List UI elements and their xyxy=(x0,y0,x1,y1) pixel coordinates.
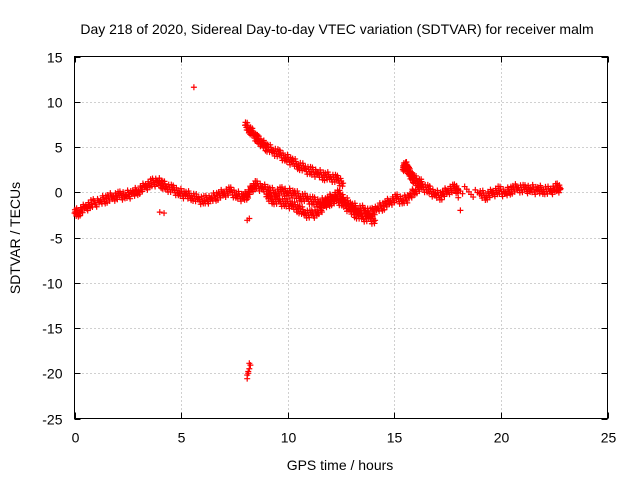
data-point xyxy=(341,197,348,204)
data-point xyxy=(339,183,346,190)
data-point xyxy=(429,186,436,193)
data-point xyxy=(372,217,379,224)
data-point xyxy=(156,209,163,216)
data-point xyxy=(449,189,456,196)
data-point xyxy=(441,193,448,200)
series-4 xyxy=(156,84,464,382)
data-point xyxy=(459,190,466,197)
data-point xyxy=(161,210,168,217)
grid xyxy=(74,56,608,419)
data-point xyxy=(371,220,378,227)
data-point xyxy=(331,200,338,207)
y-tick-label: 5 xyxy=(55,140,63,156)
data-point xyxy=(93,203,100,210)
data-point xyxy=(486,194,493,201)
data-point xyxy=(245,195,252,202)
data-point xyxy=(457,207,464,214)
data-point xyxy=(246,215,253,222)
data-point xyxy=(470,194,477,201)
data-point xyxy=(319,209,326,216)
data-point xyxy=(340,180,347,187)
data-point xyxy=(349,203,356,210)
x-tick-label: 20 xyxy=(494,430,510,446)
data-point xyxy=(426,183,433,190)
data-point xyxy=(455,194,462,201)
data-points xyxy=(71,84,564,382)
x-axis-label: GPS time / hours xyxy=(287,457,394,473)
data-point xyxy=(532,191,539,198)
series-0 xyxy=(71,175,564,220)
x-tick-label: 10 xyxy=(281,430,297,446)
data-point xyxy=(245,370,252,377)
data-point xyxy=(287,161,294,168)
x-tick-label: 5 xyxy=(178,430,186,446)
y-axis-label: SDTVAR / TECUs xyxy=(7,182,23,294)
data-point xyxy=(246,191,253,198)
data-point xyxy=(299,203,306,210)
data-point xyxy=(205,200,212,207)
data-point xyxy=(315,211,322,218)
data-point xyxy=(404,199,411,206)
y-tick-label: -20 xyxy=(42,366,62,382)
y-tick-label: -5 xyxy=(50,231,63,247)
series-1 xyxy=(263,190,379,227)
x-tick-label: 15 xyxy=(387,430,403,446)
data-point xyxy=(190,84,197,91)
plot-frame xyxy=(74,56,608,419)
data-point xyxy=(438,196,445,203)
data-point xyxy=(79,209,86,216)
data-point xyxy=(391,199,398,206)
y-tick-label: 10 xyxy=(47,95,63,111)
data-point xyxy=(299,206,306,213)
data-point xyxy=(419,181,426,188)
y-tick-label: 0 xyxy=(55,185,63,201)
data-point xyxy=(127,195,134,202)
series-2 xyxy=(242,119,347,190)
x-tick-label: 25 xyxy=(601,430,617,446)
y-tick-label: 15 xyxy=(47,50,63,66)
chart-title: Day 218 of 2020, Sidereal Day-to-day VTE… xyxy=(80,21,593,37)
data-point xyxy=(238,198,245,205)
data-point xyxy=(114,196,121,203)
y-tick-label: -10 xyxy=(42,276,62,292)
axis-ticks: 0 5 10 15 20 25 -25 -20 -15 -10 -5 0 5 10 15 xyxy=(42,50,616,446)
data-point xyxy=(152,183,159,190)
data-point xyxy=(408,194,415,201)
series-3 xyxy=(399,159,426,190)
data-point xyxy=(246,360,253,367)
data-point xyxy=(139,188,146,195)
x-tick-label: 0 xyxy=(72,430,80,446)
data-point xyxy=(344,201,351,208)
data-point xyxy=(244,375,251,382)
data-point xyxy=(408,193,415,200)
y-tick-label: -15 xyxy=(42,321,62,337)
data-point xyxy=(246,365,253,372)
y-tick-label: -25 xyxy=(42,412,62,428)
data-point xyxy=(555,189,562,196)
data-point xyxy=(557,185,564,192)
